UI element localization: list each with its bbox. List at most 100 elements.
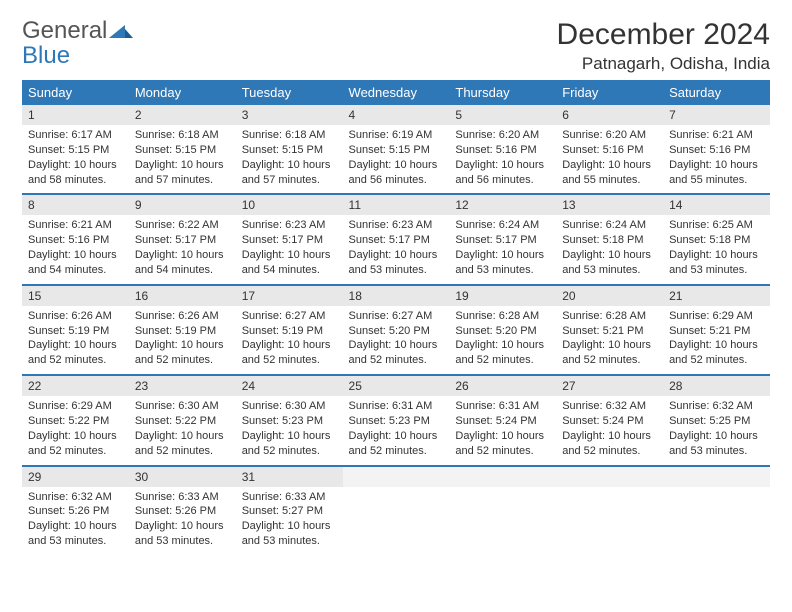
- calendar-day-cell: 8Sunrise: 6:21 AMSunset: 5:16 PMDaylight…: [22, 194, 129, 284]
- day-data: Sunrise: 6:18 AMSunset: 5:15 PMDaylight:…: [129, 125, 236, 193]
- calendar-day-cell: [449, 466, 556, 555]
- calendar-day-cell: 9Sunrise: 6:22 AMSunset: 5:17 PMDaylight…: [129, 194, 236, 284]
- day-number: 26: [449, 376, 556, 396]
- sunrise-text: Sunrise: 6:25 AM: [669, 218, 764, 233]
- sunset-text: Sunset: 5:24 PM: [455, 414, 550, 429]
- sunrise-text: Sunrise: 6:28 AM: [455, 309, 550, 324]
- sunrise-text: Sunrise: 6:24 AM: [562, 218, 657, 233]
- sunrise-text: Sunrise: 6:20 AM: [455, 128, 550, 143]
- sunrise-text: Sunrise: 6:18 AM: [135, 128, 230, 143]
- calendar-day-cell: 24Sunrise: 6:30 AMSunset: 5:23 PMDayligh…: [236, 375, 343, 465]
- sunset-text: Sunset: 5:17 PM: [135, 233, 230, 248]
- calendar-day-cell: 15Sunrise: 6:26 AMSunset: 5:19 PMDayligh…: [22, 285, 129, 375]
- day-data: Sunrise: 6:30 AMSunset: 5:22 PMDaylight:…: [129, 396, 236, 464]
- daylight-text: Daylight: 10 hours and 52 minutes.: [135, 338, 230, 368]
- calendar-day-cell: 19Sunrise: 6:28 AMSunset: 5:20 PMDayligh…: [449, 285, 556, 375]
- day-number: 1: [22, 105, 129, 125]
- sunset-text: Sunset: 5:18 PM: [562, 233, 657, 248]
- sunset-text: Sunset: 5:20 PM: [455, 324, 550, 339]
- day-number: 29: [22, 467, 129, 487]
- day-data: Sunrise: 6:29 AMSunset: 5:22 PMDaylight:…: [22, 396, 129, 464]
- day-data: Sunrise: 6:26 AMSunset: 5:19 PMDaylight:…: [22, 306, 129, 374]
- sunset-text: Sunset: 5:15 PM: [28, 143, 123, 158]
- daylight-text: Daylight: 10 hours and 57 minutes.: [135, 158, 230, 188]
- daylight-text: Daylight: 10 hours and 54 minutes.: [242, 248, 337, 278]
- day-data: Sunrise: 6:24 AMSunset: 5:18 PMDaylight:…: [556, 215, 663, 283]
- sunset-text: Sunset: 5:17 PM: [242, 233, 337, 248]
- sunset-text: Sunset: 5:15 PM: [135, 143, 230, 158]
- day-number: 15: [22, 286, 129, 306]
- sunrise-text: Sunrise: 6:33 AM: [135, 490, 230, 505]
- day-data: Sunrise: 6:19 AMSunset: 5:15 PMDaylight:…: [343, 125, 450, 193]
- day-number-empty: [449, 467, 556, 487]
- sunset-text: Sunset: 5:21 PM: [669, 324, 764, 339]
- day-number: 17: [236, 286, 343, 306]
- daylight-text: Daylight: 10 hours and 52 minutes.: [135, 429, 230, 459]
- day-number: 13: [556, 195, 663, 215]
- sunset-text: Sunset: 5:24 PM: [562, 414, 657, 429]
- sunset-text: Sunset: 5:22 PM: [28, 414, 123, 429]
- sunrise-text: Sunrise: 6:21 AM: [28, 218, 123, 233]
- day-data: Sunrise: 6:18 AMSunset: 5:15 PMDaylight:…: [236, 125, 343, 193]
- sunset-text: Sunset: 5:16 PM: [562, 143, 657, 158]
- day-number: 2: [129, 105, 236, 125]
- day-data: Sunrise: 6:32 AMSunset: 5:25 PMDaylight:…: [663, 396, 770, 464]
- day-number: 24: [236, 376, 343, 396]
- sunrise-text: Sunrise: 6:30 AM: [135, 399, 230, 414]
- daylight-text: Daylight: 10 hours and 53 minutes.: [242, 519, 337, 549]
- sunrise-text: Sunrise: 6:33 AM: [242, 490, 337, 505]
- sunrise-text: Sunrise: 6:22 AM: [135, 218, 230, 233]
- calendar-day-cell: 5Sunrise: 6:20 AMSunset: 5:16 PMDaylight…: [449, 105, 556, 194]
- sunset-text: Sunset: 5:27 PM: [242, 504, 337, 519]
- daylight-text: Daylight: 10 hours and 52 minutes.: [562, 338, 657, 368]
- sunset-text: Sunset: 5:15 PM: [242, 143, 337, 158]
- daylight-text: Daylight: 10 hours and 56 minutes.: [455, 158, 550, 188]
- daylight-text: Daylight: 10 hours and 53 minutes.: [349, 248, 444, 278]
- sunset-text: Sunset: 5:19 PM: [28, 324, 123, 339]
- calendar-day-cell: 1Sunrise: 6:17 AMSunset: 5:15 PMDaylight…: [22, 105, 129, 194]
- daylight-text: Daylight: 10 hours and 58 minutes.: [28, 158, 123, 188]
- day-data: Sunrise: 6:26 AMSunset: 5:19 PMDaylight:…: [129, 306, 236, 374]
- calendar-day-cell: 4Sunrise: 6:19 AMSunset: 5:15 PMDaylight…: [343, 105, 450, 194]
- sunrise-text: Sunrise: 6:20 AM: [562, 128, 657, 143]
- logo-text-2: Blue: [22, 42, 70, 69]
- sunrise-text: Sunrise: 6:28 AM: [562, 309, 657, 324]
- sunrise-text: Sunrise: 6:32 AM: [28, 490, 123, 505]
- daylight-text: Daylight: 10 hours and 55 minutes.: [562, 158, 657, 188]
- calendar-day-cell: [343, 466, 450, 555]
- sunset-text: Sunset: 5:17 PM: [455, 233, 550, 248]
- calendar-day-cell: 6Sunrise: 6:20 AMSunset: 5:16 PMDaylight…: [556, 105, 663, 194]
- calendar-day-cell: 13Sunrise: 6:24 AMSunset: 5:18 PMDayligh…: [556, 194, 663, 284]
- calendar-day-cell: 27Sunrise: 6:32 AMSunset: 5:24 PMDayligh…: [556, 375, 663, 465]
- calendar-week-row: 8Sunrise: 6:21 AMSunset: 5:16 PMDaylight…: [22, 194, 770, 284]
- day-number: 25: [343, 376, 450, 396]
- daylight-text: Daylight: 10 hours and 52 minutes.: [28, 429, 123, 459]
- day-data: Sunrise: 6:28 AMSunset: 5:20 PMDaylight:…: [449, 306, 556, 374]
- day-number: 3: [236, 105, 343, 125]
- day-data: Sunrise: 6:17 AMSunset: 5:15 PMDaylight:…: [22, 125, 129, 193]
- logo-triangle-icon: [109, 18, 133, 43]
- day-data: Sunrise: 6:33 AMSunset: 5:26 PMDaylight:…: [129, 487, 236, 555]
- calendar-table: Sunday Monday Tuesday Wednesday Thursday…: [22, 80, 770, 555]
- day-number: 11: [343, 195, 450, 215]
- sunrise-text: Sunrise: 6:23 AM: [349, 218, 444, 233]
- daylight-text: Daylight: 10 hours and 55 minutes.: [669, 158, 764, 188]
- day-number: 27: [556, 376, 663, 396]
- sunrise-text: Sunrise: 6:21 AM: [669, 128, 764, 143]
- day-data: Sunrise: 6:28 AMSunset: 5:21 PMDaylight:…: [556, 306, 663, 374]
- sunset-text: Sunset: 5:19 PM: [135, 324, 230, 339]
- day-number: 4: [343, 105, 450, 125]
- day-number: 21: [663, 286, 770, 306]
- calendar-day-cell: 28Sunrise: 6:32 AMSunset: 5:25 PMDayligh…: [663, 375, 770, 465]
- header: GeneralBlue December 2024 Patnagarh, Odi…: [22, 18, 770, 74]
- calendar-day-cell: 14Sunrise: 6:25 AMSunset: 5:18 PMDayligh…: [663, 194, 770, 284]
- calendar-day-cell: 17Sunrise: 6:27 AMSunset: 5:19 PMDayligh…: [236, 285, 343, 375]
- sunset-text: Sunset: 5:15 PM: [349, 143, 444, 158]
- day-number: 12: [449, 195, 556, 215]
- day-data: Sunrise: 6:25 AMSunset: 5:18 PMDaylight:…: [663, 215, 770, 283]
- day-number: 14: [663, 195, 770, 215]
- sunset-text: Sunset: 5:16 PM: [455, 143, 550, 158]
- daylight-text: Daylight: 10 hours and 53 minutes.: [455, 248, 550, 278]
- daylight-text: Daylight: 10 hours and 52 minutes.: [455, 429, 550, 459]
- sunset-text: Sunset: 5:18 PM: [669, 233, 764, 248]
